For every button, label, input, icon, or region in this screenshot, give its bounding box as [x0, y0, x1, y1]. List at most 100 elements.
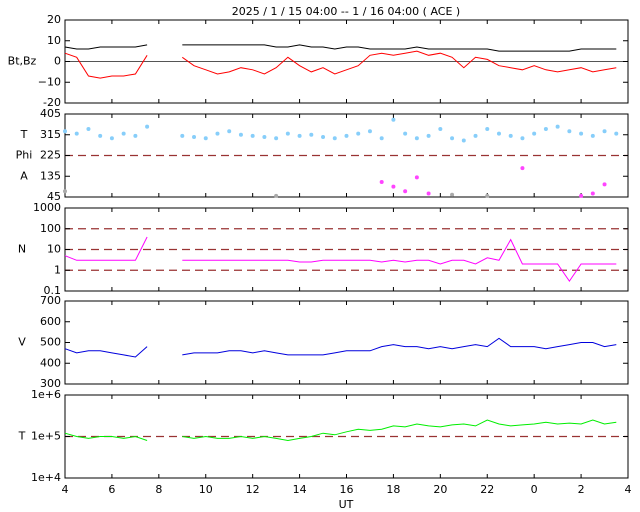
y-tick-label: 500 — [40, 336, 61, 349]
y-tick-label: 100 — [40, 222, 61, 235]
y-tick-label: 700 — [40, 294, 61, 307]
point — [532, 131, 537, 136]
series-line — [64, 44, 617, 52]
point — [180, 133, 185, 138]
point — [109, 136, 114, 141]
point — [344, 133, 349, 138]
x-tick-label: 16 — [340, 483, 354, 496]
point — [414, 175, 419, 180]
point — [98, 133, 103, 138]
point — [426, 133, 431, 138]
y-tick-label: 225 — [40, 149, 61, 162]
series-line — [64, 337, 617, 358]
chart-title: 2025 / 1 / 15 04:00 -- 1 / 16 04:00 ( AC… — [232, 5, 460, 18]
y-tick-label: 1e+5 — [31, 430, 61, 443]
x-axis-label: UT — [339, 498, 354, 511]
point — [426, 191, 431, 196]
point — [274, 136, 279, 141]
point — [285, 131, 290, 136]
point — [321, 135, 326, 140]
point — [63, 129, 67, 134]
x-tick-label: 4 — [62, 483, 69, 496]
y-axis-label: Bt,Bz — [8, 55, 37, 68]
y-tick-label: 300 — [40, 377, 61, 390]
series-line — [64, 419, 617, 442]
point — [508, 133, 513, 138]
point — [238, 132, 243, 137]
y-axis-label: V — [18, 336, 26, 349]
point — [473, 133, 478, 138]
y-tick-label: 10 — [47, 243, 61, 256]
point — [496, 131, 501, 136]
point — [520, 136, 525, 141]
point — [485, 193, 490, 198]
point — [356, 131, 361, 136]
y-axis-label: T — [20, 128, 28, 141]
point — [602, 129, 607, 134]
point — [403, 131, 408, 136]
point — [367, 129, 372, 134]
point — [274, 193, 279, 198]
y-tick-label: 0 — [54, 55, 61, 68]
point — [227, 129, 232, 134]
y-axis-label: A — [20, 169, 28, 182]
point — [414, 136, 419, 141]
point — [391, 184, 396, 189]
y-tick-label: 1 — [54, 263, 61, 276]
x-tick-label: 12 — [246, 483, 260, 496]
x-tick-label: 22 — [480, 483, 494, 496]
point — [309, 132, 314, 137]
y-tick-label: 315 — [40, 128, 61, 141]
point — [192, 135, 197, 140]
point — [297, 133, 302, 138]
y-tick-label: 405 — [40, 107, 61, 120]
point — [614, 131, 619, 136]
x-tick-label: 6 — [108, 483, 115, 496]
y-axis-label: N — [18, 243, 26, 256]
point — [485, 126, 490, 131]
point — [332, 136, 337, 141]
point — [262, 135, 267, 140]
y-axis-label: T — [18, 430, 26, 443]
point — [461, 138, 466, 143]
y-tick-label: -20 — [43, 96, 61, 109]
x-tick-label: 8 — [155, 483, 162, 496]
panel-frame — [64, 300, 629, 385]
point — [391, 117, 396, 122]
point — [379, 136, 384, 141]
x-tick-label: 14 — [293, 483, 307, 496]
point — [590, 191, 595, 196]
x-tick-label: 0 — [531, 483, 538, 496]
x-tick-label: 20 — [433, 483, 447, 496]
point — [86, 126, 91, 131]
x-tick-label: 4 — [625, 483, 632, 496]
point — [145, 124, 150, 129]
point — [203, 136, 208, 141]
point — [543, 126, 548, 131]
point — [579, 131, 584, 136]
point — [74, 131, 79, 136]
point — [63, 189, 67, 194]
point — [133, 133, 138, 138]
x-tick-label: 2 — [578, 483, 585, 496]
point — [121, 131, 126, 136]
y-tick-label: 1e+6 — [31, 388, 61, 401]
point — [450, 192, 455, 197]
y-tick-label: 600 — [40, 315, 61, 328]
series-line — [64, 236, 617, 282]
point — [567, 129, 572, 134]
point — [215, 131, 220, 136]
point — [555, 124, 560, 129]
series-line — [64, 50, 617, 79]
point — [579, 193, 584, 198]
y-tick-label: 135 — [40, 169, 61, 182]
point — [590, 133, 595, 138]
y-tick-label: −10 — [38, 75, 61, 88]
y-tick-label: 1e+4 — [31, 471, 61, 484]
point — [403, 189, 408, 194]
point — [379, 180, 384, 185]
point — [520, 166, 525, 171]
y-axis-label: Phi — [16, 149, 33, 162]
y-tick-label: 20 — [47, 13, 61, 26]
